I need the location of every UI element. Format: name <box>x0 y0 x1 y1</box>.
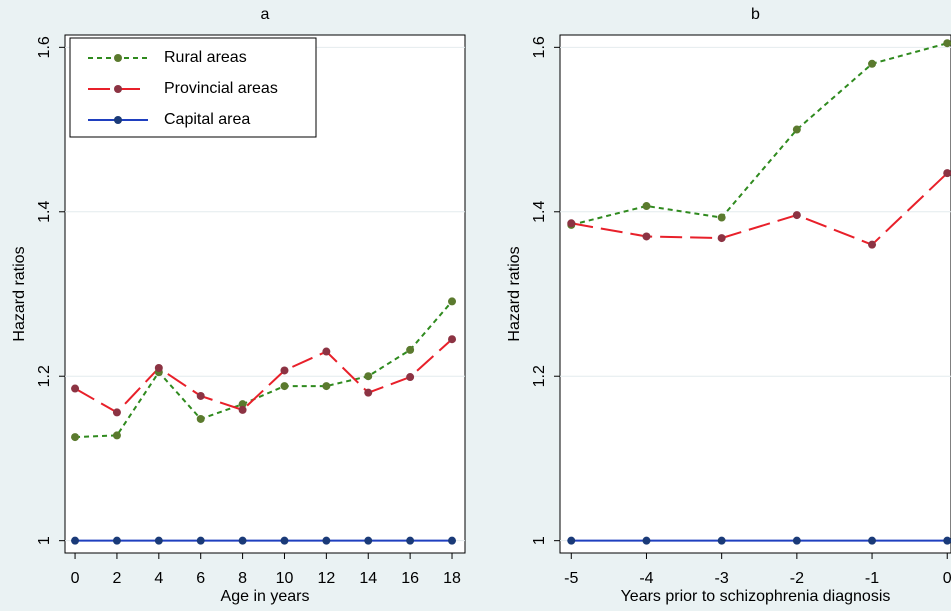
x-tick-label: -3 <box>715 570 729 587</box>
marker <box>196 391 205 400</box>
marker <box>196 536 205 545</box>
marker <box>154 536 163 545</box>
marker <box>406 536 415 545</box>
marker <box>406 373 415 382</box>
marker <box>196 414 205 423</box>
marker <box>792 536 801 545</box>
marker <box>406 345 415 354</box>
marker <box>71 384 80 393</box>
marker <box>642 202 651 211</box>
y-tick-label: 1.6 <box>531 36 548 58</box>
x-tick-label: 14 <box>359 570 377 587</box>
marker <box>322 536 331 545</box>
x-tick-label: 12 <box>317 570 335 587</box>
marker <box>322 382 331 391</box>
marker <box>943 536 951 545</box>
marker <box>112 536 121 545</box>
marker <box>238 400 247 409</box>
y-tick-label: 1 <box>531 536 548 545</box>
x-tick-label: -5 <box>564 570 578 587</box>
legend-marker <box>114 116 122 124</box>
y-tick-label: 1 <box>36 536 53 545</box>
marker <box>717 234 726 243</box>
marker <box>943 169 951 178</box>
x-tick-label: 4 <box>154 570 163 587</box>
marker <box>868 240 877 249</box>
marker <box>448 297 457 306</box>
legend-label: Provincial areas <box>164 80 278 97</box>
marker <box>868 59 877 68</box>
series-line <box>74 338 453 414</box>
marker <box>448 536 457 545</box>
series-line <box>571 42 948 226</box>
x-tick-label: 2 <box>112 570 121 587</box>
x-tick-label: 16 <box>401 570 419 587</box>
marker <box>717 536 726 545</box>
y-tick-label: 1.2 <box>36 365 53 387</box>
chart-title: b <box>751 6 760 23</box>
y-tick-label: 1.4 <box>531 201 548 223</box>
marker <box>642 536 651 545</box>
y-axis-title: Hazard ratios <box>506 246 523 341</box>
marker <box>71 536 80 545</box>
marker <box>868 536 877 545</box>
marker <box>364 372 373 381</box>
x-tick-label: 6 <box>196 570 205 587</box>
marker <box>238 536 247 545</box>
legend-marker <box>114 54 122 62</box>
marker <box>567 536 576 545</box>
marker <box>322 347 331 356</box>
x-tick-label: 10 <box>276 570 294 587</box>
y-axis-title: Hazard ratios <box>11 246 28 341</box>
marker <box>364 536 373 545</box>
series-line <box>75 300 453 439</box>
x-tick-label: 18 <box>443 570 461 587</box>
marker <box>71 433 80 442</box>
x-tick-label: 8 <box>238 570 247 587</box>
marker <box>280 366 289 375</box>
marker <box>448 335 457 344</box>
series-line <box>571 172 948 246</box>
marker <box>364 388 373 397</box>
marker <box>943 39 951 48</box>
x-tick-label: 0 <box>943 570 951 587</box>
marker <box>642 232 651 241</box>
plot-area <box>559 34 951 554</box>
marker <box>112 431 121 440</box>
x-axis-title: Age in years <box>221 588 310 605</box>
legend-label: Rural areas <box>164 49 247 66</box>
marker <box>154 364 163 372</box>
y-tick-label: 1.4 <box>36 201 53 223</box>
chart-title: a <box>261 6 270 23</box>
legend-label: Capital area <box>164 111 250 128</box>
marker <box>567 219 576 228</box>
x-tick-label: -4 <box>639 570 653 587</box>
x-tick-label: -1 <box>865 570 879 587</box>
y-tick-label: 1.6 <box>36 36 53 58</box>
marker <box>792 211 801 220</box>
x-axis-title: Years prior to schizophrenia diagnosis <box>621 588 891 605</box>
x-tick-label: -2 <box>790 570 804 587</box>
marker <box>717 213 726 222</box>
marker <box>112 408 121 417</box>
legend-marker <box>114 85 122 93</box>
marker <box>280 382 289 391</box>
y-tick-label: 1.2 <box>531 365 548 387</box>
marker <box>792 125 801 134</box>
marker <box>280 536 289 545</box>
marker <box>238 405 247 414</box>
x-tick-label: 0 <box>71 570 80 587</box>
